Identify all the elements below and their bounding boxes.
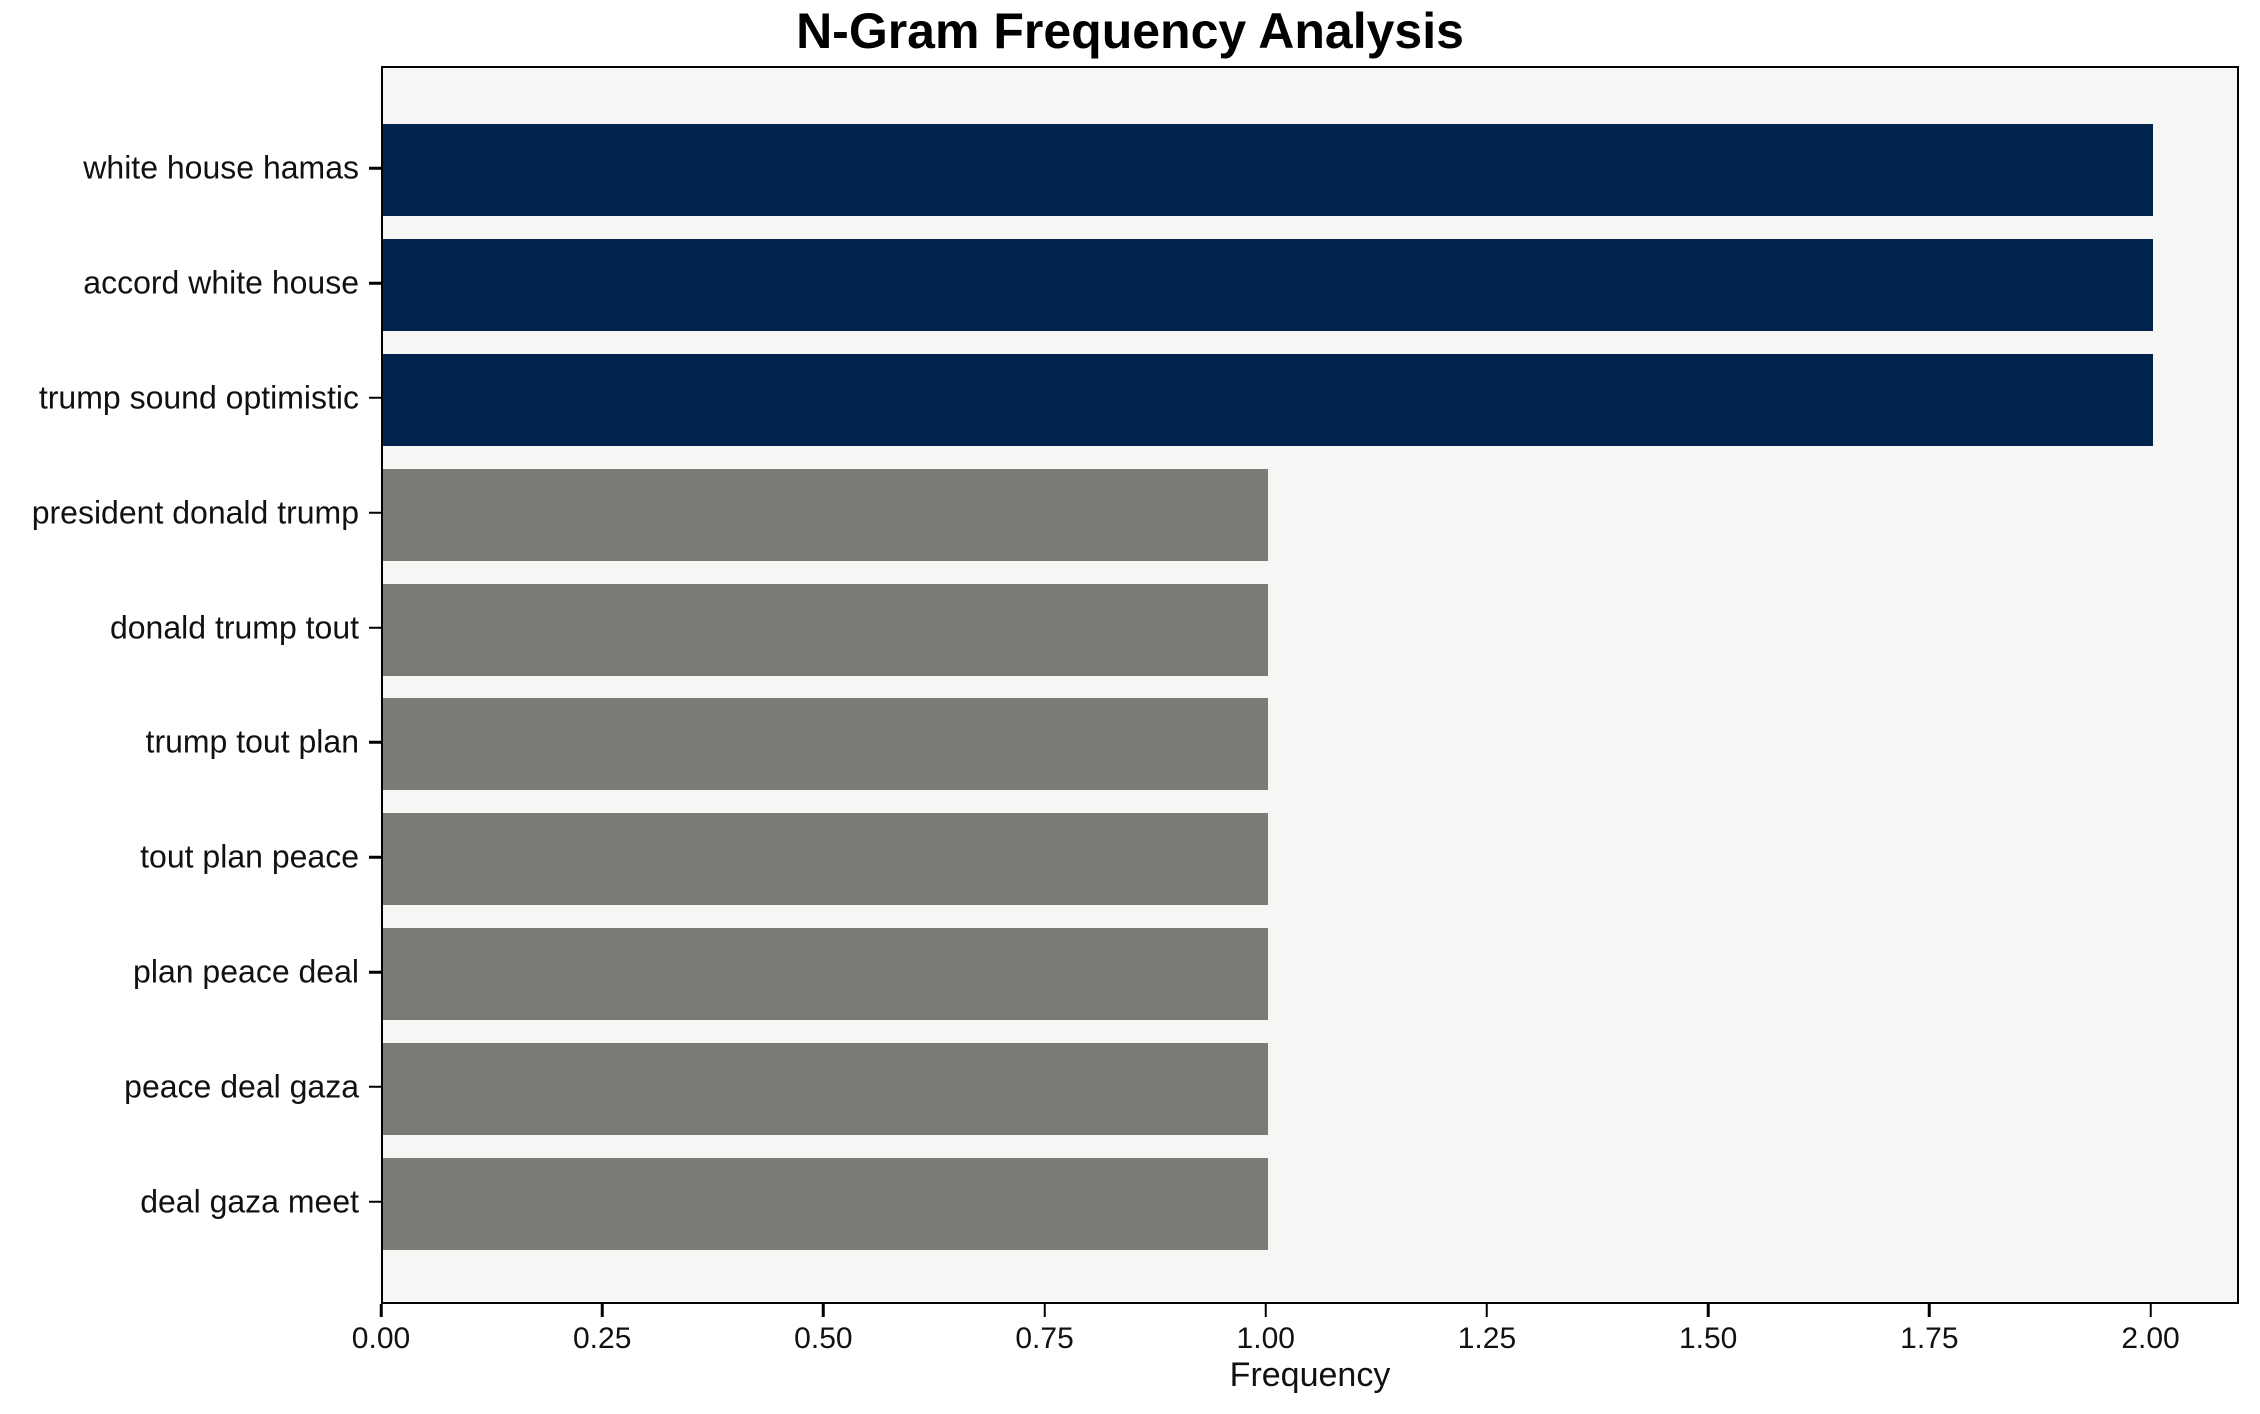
bar-accord-white-house [383, 239, 2153, 331]
x-tick-label: 0.25 [572, 1322, 632, 1355]
y-tick-mark [369, 396, 381, 400]
y-tick-label: deal gaza meet [140, 1183, 359, 1220]
x-tick-mark [1706, 1304, 1710, 1317]
y-tick-label: trump tout plan [145, 723, 359, 760]
x-tick-mark [1485, 1304, 1489, 1317]
y-tick-label: donald trump tout [109, 609, 359, 646]
x-tick-label: 1.50 [1678, 1322, 1738, 1355]
x-tick-mark [379, 1304, 383, 1317]
y-tick-mark [369, 1085, 381, 1089]
y-tick-mark [369, 856, 381, 859]
y-tick-mark [369, 511, 381, 514]
x-tick-label: 2.00 [2121, 1322, 2180, 1355]
y-tick-mark [369, 281, 381, 285]
x-tick-label: 0.00 [351, 1322, 411, 1355]
x-tick-mark [1928, 1304, 1931, 1317]
y-tick-mark [369, 970, 381, 974]
plot-area [381, 66, 2239, 1304]
x-tick-mark [600, 1304, 604, 1317]
x-tick-label: 0.75 [1015, 1322, 1074, 1355]
y-tick-label: peace deal gaza [124, 1068, 359, 1105]
x-tick-label: 1.75 [1900, 1322, 1959, 1355]
y-tick-label: president donald trump [31, 494, 359, 531]
bar-tout-plan-peace [383, 813, 1268, 906]
y-tick-mark [369, 166, 381, 170]
bar-peace-deal-gaza [383, 1043, 1268, 1135]
y-tick-label: tout plan peace [140, 838, 359, 875]
bar-deal-gaza-meet [383, 1157, 1268, 1250]
bar-trump-sound-optimistic [383, 353, 2153, 446]
x-tick-label: 0.50 [794, 1322, 853, 1355]
chart-title: N-Gram Frequency Analysis [796, 3, 1464, 59]
bar-president-donald-trump [383, 468, 1268, 561]
bar-trump-tout-plan [383, 698, 1268, 791]
y-tick-label: accord white house [83, 264, 359, 301]
bar-donald-trump-tout [383, 583, 1268, 676]
y-tick-label: plan peace deal [133, 953, 359, 990]
y-tick-mark [369, 626, 381, 629]
x-tick-mark [2149, 1304, 2152, 1317]
y-tick-label: trump sound optimistic [38, 379, 359, 416]
x-tick-label: 1.25 [1457, 1322, 1517, 1355]
x-tick-mark [822, 1304, 825, 1317]
x-tick-label: 1.00 [1236, 1322, 1295, 1355]
bar-white-house-hamas [383, 124, 2153, 217]
bar-plan-peace-deal [383, 928, 1268, 1021]
x-axis-label: Frequency [1229, 1356, 1391, 1394]
y-tick-label: white house hamas [83, 149, 359, 186]
y-tick-mark [369, 1200, 381, 1204]
y-tick-mark [369, 741, 381, 744]
x-tick-mark [1264, 1304, 1267, 1317]
x-tick-mark [1043, 1304, 1046, 1317]
